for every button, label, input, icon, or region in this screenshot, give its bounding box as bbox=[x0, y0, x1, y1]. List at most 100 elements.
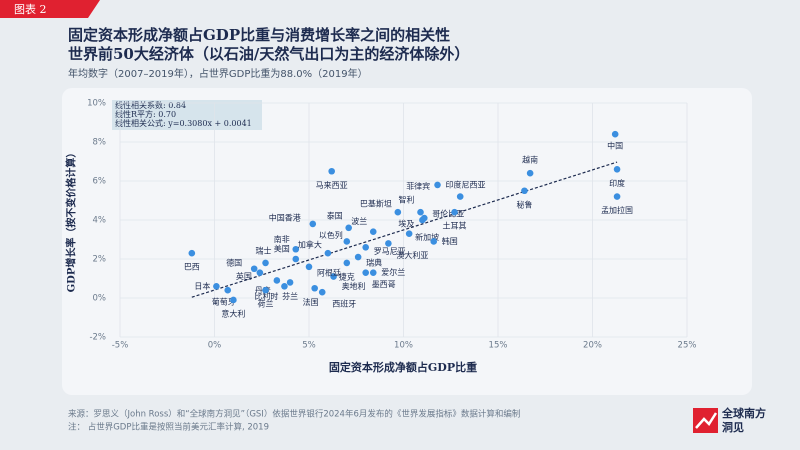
data-point bbox=[292, 245, 300, 253]
x-tick-label: 15% bbox=[489, 341, 508, 351]
point-label: 芬兰 bbox=[282, 291, 298, 301]
data-point bbox=[434, 181, 441, 189]
annotation: 线性相关公式: y=0.3080x + 0.0041 bbox=[115, 118, 252, 128]
logo-text: 全球南方 bbox=[721, 406, 766, 420]
data-point bbox=[224, 286, 232, 294]
data-point bbox=[309, 220, 317, 228]
data-point bbox=[256, 269, 264, 276]
y-tick-label: 8% bbox=[93, 138, 107, 148]
data-point bbox=[343, 238, 351, 245]
point-label: 马来西亚 bbox=[316, 181, 348, 190]
point-label: 哥伦比亚 bbox=[432, 209, 464, 219]
source: 来源：罗思义（John Ross）和“全球南方洞见”（GSI）依据世界银行202… bbox=[68, 409, 520, 420]
point-label: 秘鲁 bbox=[516, 199, 532, 209]
x-tick-label: -5% bbox=[112, 341, 129, 351]
point-label: 澳大利亚 bbox=[396, 250, 428, 260]
data-point bbox=[230, 296, 237, 304]
data-point bbox=[613, 166, 621, 173]
logo-arrow bbox=[695, 412, 718, 429]
logo-text: 洞见 bbox=[722, 420, 744, 434]
data-point bbox=[286, 279, 294, 286]
data-point bbox=[521, 187, 528, 195]
point-label: 瑞士 bbox=[256, 245, 272, 255]
data-point bbox=[417, 208, 424, 216]
point-label: 墨西哥 bbox=[372, 280, 396, 289]
data-point bbox=[318, 288, 326, 296]
data-point bbox=[419, 216, 426, 224]
point-label: 孟加拉国 bbox=[601, 205, 633, 215]
data-point bbox=[394, 208, 402, 216]
point-label: 中国 bbox=[607, 141, 623, 151]
data-point bbox=[526, 169, 534, 177]
data-point bbox=[405, 230, 413, 237]
point-label: 意大利 bbox=[221, 308, 245, 318]
x-tick-label: 25% bbox=[678, 341, 697, 351]
point-label: 韩国 bbox=[442, 236, 458, 246]
point-label: 智利 bbox=[399, 195, 415, 205]
point-label: 法国 bbox=[303, 297, 319, 307]
tag: 图表 2 bbox=[14, 2, 47, 16]
data-point bbox=[305, 263, 313, 271]
data-point bbox=[188, 249, 196, 257]
point-label: 葡萄牙 bbox=[212, 297, 236, 307]
x-axis-title: 固定资本形成净额占GDP比重 bbox=[329, 360, 477, 374]
data-point bbox=[262, 286, 269, 294]
point-label: 瑞典 bbox=[366, 258, 382, 268]
y-tick-label: -2% bbox=[89, 333, 106, 343]
point-label: 奥地利 bbox=[342, 281, 366, 291]
point-label: 美国 bbox=[274, 244, 290, 254]
data-point bbox=[330, 273, 337, 280]
point-label: 越南 bbox=[522, 155, 538, 165]
point-label: 中国香港 bbox=[269, 212, 301, 222]
point-label: 新加坡 bbox=[415, 232, 439, 242]
point-label: 罗马尼亚 bbox=[374, 247, 406, 256]
data-point bbox=[328, 167, 335, 175]
point-label: 比利时 bbox=[254, 291, 278, 301]
annotation: 线性相关系数: 0.84 bbox=[115, 100, 186, 110]
point-label: 英国 bbox=[236, 271, 252, 281]
data-point bbox=[362, 269, 370, 276]
chart-title: 固定资本形成净额占GDP比重与消费增长率之间的相关性 bbox=[68, 26, 450, 44]
data-point bbox=[281, 283, 288, 290]
data-point bbox=[292, 255, 300, 263]
plot-panel bbox=[62, 88, 752, 395]
point-label: 土耳其 bbox=[443, 221, 467, 231]
data-point bbox=[385, 240, 392, 247]
point-label: 泰国 bbox=[327, 210, 343, 220]
data-point bbox=[311, 284, 318, 292]
x-tick-label: 10% bbox=[394, 341, 413, 351]
point-label: 印度尼西亚 bbox=[446, 179, 486, 189]
data-point bbox=[324, 249, 332, 257]
point-label: 巴基斯坦 bbox=[360, 199, 392, 209]
data-point bbox=[430, 238, 438, 245]
point-label: 捷克 bbox=[339, 271, 355, 281]
data-point bbox=[451, 208, 458, 216]
point-label: 波兰 bbox=[351, 216, 367, 226]
chart-subtitle: 世界前50大经济体（以石油/天然气出口为主的经济体除外） bbox=[68, 45, 469, 63]
point-label: 爱尔兰 bbox=[381, 267, 405, 277]
data-point bbox=[369, 228, 377, 235]
point-label: 日本 bbox=[194, 281, 210, 291]
y-tick-label: 2% bbox=[93, 255, 107, 265]
data-point bbox=[354, 253, 362, 261]
y-tick-label: 10% bbox=[87, 99, 106, 109]
data-point bbox=[362, 244, 370, 251]
stats-box bbox=[112, 100, 262, 130]
point-label: 巴西 bbox=[184, 263, 200, 272]
point-label: 加拿大 bbox=[298, 240, 322, 250]
y-axis-title: GDP增长率（按不变价格计算） bbox=[65, 148, 78, 293]
x-tick-label: 20% bbox=[583, 341, 602, 351]
y-tick-label: 4% bbox=[93, 216, 107, 226]
point-label: 印度 bbox=[609, 178, 625, 188]
data-point bbox=[213, 283, 220, 290]
x-tick-label: 5% bbox=[302, 341, 316, 351]
data-point bbox=[343, 259, 351, 267]
point-label: 西班牙 bbox=[332, 299, 356, 309]
chart-note: 年均数字（2007–2019年），占世界GDP比重为88.0%（2019年） bbox=[68, 67, 368, 80]
x-tick-label: 0% bbox=[208, 341, 222, 351]
point-label: 荷兰 bbox=[258, 299, 274, 309]
data-point bbox=[611, 130, 619, 138]
data-point bbox=[613, 193, 621, 200]
point-label: 德国 bbox=[226, 257, 242, 267]
